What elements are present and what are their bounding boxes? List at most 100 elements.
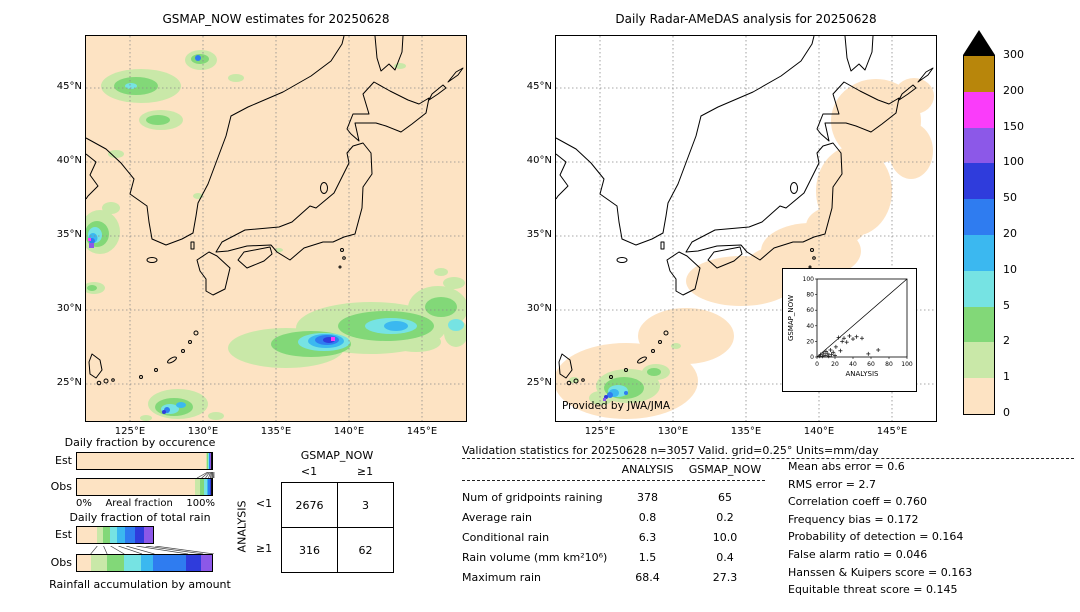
scatter-inset: 0 20 40 60 80 100 0 20 40 60 80 100 ANALYSIS GSMAP_NO… xyxy=(782,268,917,392)
colorbar-segments xyxy=(963,55,995,415)
svg-text:20: 20 xyxy=(806,338,814,345)
colorbar-segment xyxy=(964,199,994,235)
colorbar-tick-label: 10 xyxy=(1003,262,1017,276)
bar-segment xyxy=(195,479,200,495)
precipitation-blobs xyxy=(86,50,466,421)
bar-segment xyxy=(206,453,208,469)
lon-tick-label: 125°E xyxy=(114,426,146,437)
stats-gsmap-value: 0.4 xyxy=(716,550,734,564)
bar-segment xyxy=(206,479,209,495)
stats-row: Average rain 0.8 0.2 xyxy=(462,507,765,527)
axis-max-label: 100% xyxy=(186,498,215,509)
svg-text:20: 20 xyxy=(831,361,839,368)
svg-text:40: 40 xyxy=(806,323,814,330)
colorbar-tick-label: 0 xyxy=(1003,406,1010,419)
stats-row-label: Rain volume (mm km²10⁶) xyxy=(462,550,608,564)
bar-segment xyxy=(77,527,97,543)
stats-rows: Num of gridpoints raining 378 65 Average ra… xyxy=(462,487,765,587)
lat-tick-label: 40°N xyxy=(526,155,552,166)
bar-row-label: Est xyxy=(55,528,72,541)
colorbar-tick-label: 20 xyxy=(1003,227,1017,240)
lon-tick-label: 145°E xyxy=(876,426,908,437)
total-rain-title: Daily fraction of total rain xyxy=(69,511,211,524)
bar-segment xyxy=(77,555,91,571)
contingency-cell-ny: 3 xyxy=(337,482,394,528)
stacked-bar-row-est: Est xyxy=(40,526,154,544)
lat-tick-label: 40°N xyxy=(56,155,82,166)
bar-segment xyxy=(208,479,210,495)
stats-analysis-value: 378 xyxy=(637,490,658,504)
contingency-col-group-label: GSMAP_NOW xyxy=(300,449,374,462)
stats-gsmap-value: 10.0 xyxy=(712,530,738,544)
stats-metrics: Mean abs error = 0.6 RMS error = 2.7 Corre… xyxy=(788,458,972,599)
stacked-bar xyxy=(76,478,213,496)
bar-segment xyxy=(210,453,212,469)
left-map-title: GSMAP_NOW estimates for 20250628 xyxy=(162,12,390,26)
axis-min-label: 0% xyxy=(76,498,92,509)
bar-segment xyxy=(210,479,212,495)
lat-tick-label: 45°N xyxy=(526,81,552,92)
bar-segment xyxy=(203,479,207,495)
colorbar-tick-label: 1 xyxy=(1003,370,1010,384)
scatter-plot: 0 20 40 60 80 100 0 20 40 60 80 100 ANALYSIS GSMAP_NO… xyxy=(787,276,913,378)
lon-tick-label: 130°E xyxy=(657,426,689,437)
stacked-bar xyxy=(76,452,213,470)
bar-segment xyxy=(106,555,124,571)
stats-title: Validation statistics for 20250628 n=305… xyxy=(462,444,879,457)
lat-tick-label: 35°N xyxy=(56,229,82,240)
colorbar-segment xyxy=(964,306,994,343)
svg-text:ANALYSIS: ANALYSIS xyxy=(845,370,879,378)
bar-segment xyxy=(208,453,210,469)
data-credit: Provided by JWA/JMA xyxy=(562,400,671,412)
colorbar-segment xyxy=(964,270,994,307)
svg-text:60: 60 xyxy=(806,307,814,314)
colorbar-segment xyxy=(964,378,994,414)
svg-text:60: 60 xyxy=(867,361,875,368)
stats-row-label: Maximum rain xyxy=(462,570,541,584)
colorbar-segment xyxy=(964,91,994,128)
right-map-title: Daily Radar-AMeDAS analysis for 20250628 xyxy=(615,12,877,26)
stats-col-analysis: ANALYSIS xyxy=(621,463,674,476)
bar-segment xyxy=(205,453,207,469)
occurrence-title: Daily fraction by occurence xyxy=(64,436,216,449)
stats-divider-top xyxy=(462,458,1074,459)
contingency-cell-yn: 316 xyxy=(281,527,338,573)
lon-tick-label: 125°E xyxy=(584,426,616,437)
colorbar-legend: 300 200 150 100 50 20 10 5 2 1 0 xyxy=(963,30,1043,419)
bar-segment xyxy=(90,555,107,571)
bar-connector-lines xyxy=(196,472,215,478)
colorbar-tick-label: 300 xyxy=(1003,48,1024,61)
lon-tick-label: 145°E xyxy=(406,426,438,437)
stats-metric: Hanssen & Kuipers score = 0.163 xyxy=(788,565,973,579)
colorbar-tick-label: 5 xyxy=(1003,298,1010,312)
colorbar-segment xyxy=(964,127,994,164)
lat-tick-label: 25°N xyxy=(526,377,552,388)
colorbar-segment xyxy=(964,163,994,200)
bar-segment xyxy=(123,555,142,571)
lat-tick-label: 35°N xyxy=(526,229,552,240)
bar-segment xyxy=(134,527,144,543)
bar-row-label: Obs xyxy=(50,556,72,569)
bar-segment xyxy=(117,527,125,543)
stats-metric: Probability of detection = 0.164 xyxy=(788,530,964,544)
bar-segment xyxy=(102,527,110,543)
lat-tick-label: 30°N xyxy=(526,303,552,314)
contingency-row-group-label: ANALYSIS xyxy=(235,500,249,553)
bar-segment xyxy=(143,527,153,543)
svg-text:0: 0 xyxy=(810,354,814,361)
bar-segment xyxy=(77,479,196,495)
bar-row-label: Est xyxy=(55,454,72,467)
contingency-row-label-lt1: <1 xyxy=(255,497,273,510)
stats-gsmap-value: 65 xyxy=(718,490,732,504)
stacked-bar xyxy=(76,554,213,572)
radar-amedas-precip-field xyxy=(556,36,936,421)
areal-fraction-axis: 0% Areal fraction 100% xyxy=(76,498,215,509)
svg-text:80: 80 xyxy=(885,361,893,368)
contingency-cell-nn: 2676 xyxy=(281,482,338,528)
bar-connector-lines xyxy=(90,546,215,554)
bar-segment xyxy=(153,555,187,571)
bar-segment xyxy=(211,479,212,495)
radar-amedas-map: Provided by JWA/JMA 45°N 40°N 35°N 30°N 25°N… xyxy=(527,35,937,437)
bar-row-label: Obs xyxy=(50,480,72,493)
